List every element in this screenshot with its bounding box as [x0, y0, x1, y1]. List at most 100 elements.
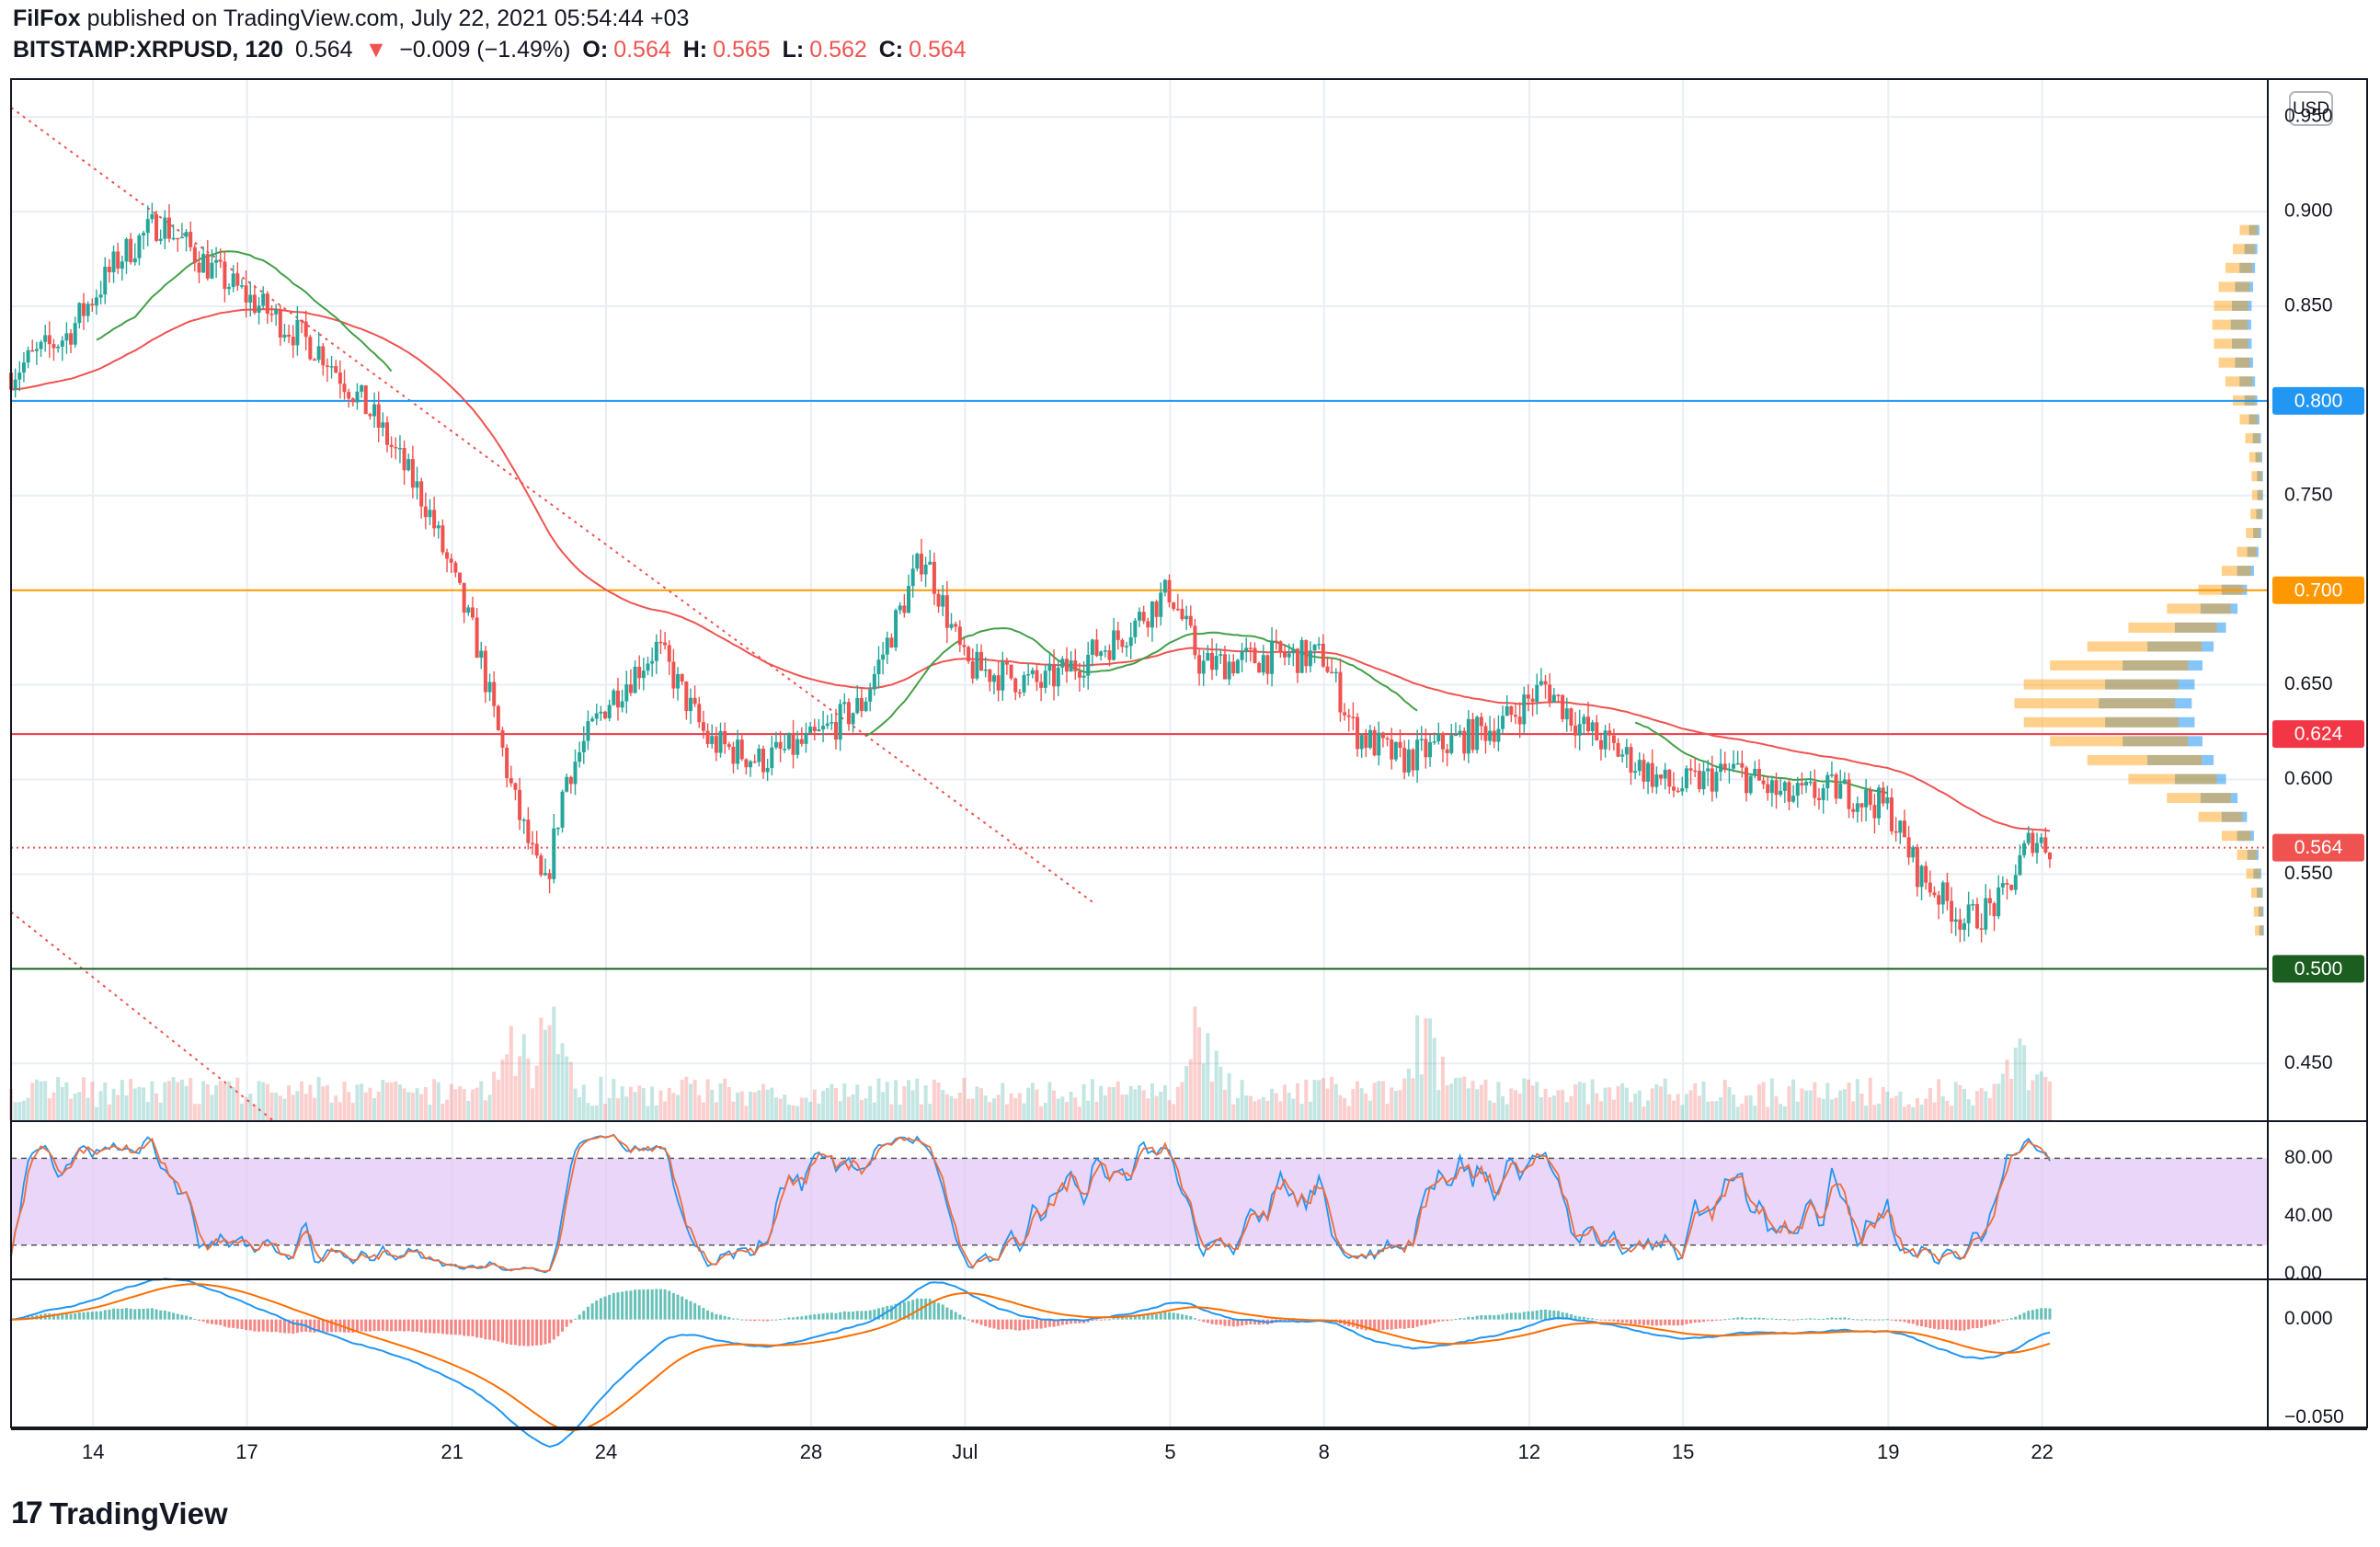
volume-bar — [1766, 1106, 1770, 1120]
candle-body — [688, 697, 692, 712]
tradingview-footer[interactable]: 17 TradingView — [11, 1495, 228, 1531]
volume-bar — [812, 1089, 817, 1120]
candle-body — [1984, 898, 1988, 930]
macd-histogram-bar — [2018, 1314, 2021, 1320]
volume-bar — [783, 1094, 787, 1120]
candle-body — [1351, 716, 1356, 718]
volume-bar — [483, 1100, 487, 1120]
volume-bar — [1847, 1082, 1851, 1120]
volume-bar — [1449, 1083, 1454, 1120]
macd-histogram-bar — [1509, 1312, 1513, 1320]
volume-bar — [1107, 1086, 1112, 1120]
macd-histogram-bar — [1711, 1319, 1714, 1322]
volume-bar — [449, 1083, 453, 1120]
candle-body — [453, 562, 458, 573]
profile-bar-up — [2200, 603, 2238, 614]
profile-bar-down — [2128, 774, 2217, 785]
macd-histogram-bar — [1552, 1310, 1556, 1320]
volume-bar — [1654, 1083, 1659, 1120]
volume-bar — [415, 1088, 419, 1120]
volume-bar — [261, 1082, 266, 1120]
macd-histogram-bar — [997, 1319, 1001, 1330]
candle-body — [124, 238, 129, 262]
candle-body — [744, 759, 749, 768]
candle-body — [1193, 625, 1197, 656]
volume-bar — [565, 1056, 569, 1120]
macd-histogram-bar — [855, 1311, 859, 1320]
volume-bar — [1253, 1101, 1257, 1120]
candle-body — [907, 586, 911, 613]
volume-bar — [1364, 1093, 1368, 1120]
macd-histogram-bar — [1646, 1319, 1650, 1325]
candle-body — [680, 673, 684, 682]
volume-bar — [2039, 1071, 2043, 1120]
macd-histogram-bar — [642, 1289, 646, 1320]
macd-histogram-bar — [257, 1319, 261, 1332]
volume-bar — [189, 1077, 193, 1120]
volume-bar — [166, 1081, 171, 1120]
macd-histogram-bar — [77, 1312, 81, 1320]
candle-body — [1894, 831, 1898, 833]
volume-bar — [859, 1100, 864, 1120]
macd-histogram-bar — [381, 1319, 384, 1331]
volume-bar — [26, 1097, 30, 1120]
volume-bar — [1424, 1018, 1428, 1120]
candle-body — [1428, 741, 1433, 758]
macd-histogram-bar — [214, 1319, 218, 1325]
candle-body — [812, 726, 817, 731]
macd-histogram-bar — [697, 1305, 701, 1320]
macd-histogram-bar — [1937, 1319, 1940, 1330]
volume-bar — [1330, 1076, 1334, 1120]
candle-body — [179, 236, 184, 239]
candle-body — [761, 748, 765, 773]
volume-bar — [197, 1104, 201, 1120]
volume-bar — [1333, 1083, 1338, 1120]
open-value: 0.564 — [613, 37, 671, 63]
macd-histogram-bar — [1822, 1318, 1825, 1320]
candle-body — [565, 776, 569, 792]
candle-body — [646, 663, 650, 671]
volume-bar — [534, 1065, 539, 1120]
volume-bar — [445, 1099, 450, 1120]
macd-histogram-bar — [684, 1299, 688, 1320]
candle-body — [329, 366, 334, 368]
macd-histogram-bar — [1911, 1319, 1915, 1324]
macd-histogram-bar — [167, 1312, 171, 1320]
volume-bar — [1193, 1006, 1197, 1120]
author-name[interactable]: FilFox — [13, 6, 81, 31]
candle-body — [334, 366, 338, 373]
candle-body — [1188, 615, 1193, 626]
volume-bar — [86, 1097, 90, 1120]
macd-histogram-bar — [612, 1292, 615, 1320]
candle-body — [1608, 730, 1612, 736]
last-price-badge-label: 0.564 — [2294, 837, 2343, 858]
candle-body — [1667, 769, 1672, 787]
candle-body — [560, 791, 565, 828]
volume-bar — [1539, 1096, 1543, 1120]
volume-bar — [295, 1091, 300, 1120]
candle-body — [1556, 694, 1561, 696]
profile-bar-up — [2257, 489, 2263, 500]
candle-body — [1367, 729, 1372, 749]
macd-histogram-bar — [355, 1319, 359, 1333]
volume-bar — [1086, 1100, 1091, 1120]
volume-bar — [1308, 1101, 1312, 1120]
candle-body — [47, 335, 51, 345]
candle-body — [90, 304, 95, 306]
profile-bar-down — [2221, 831, 2251, 842]
volume-bar — [1150, 1083, 1154, 1120]
candle-body — [1146, 621, 1150, 628]
candle-body — [531, 842, 535, 845]
macd-histogram-bar — [1872, 1319, 1876, 1321]
volume-bar — [1556, 1090, 1561, 1120]
volume-bar — [615, 1098, 620, 1120]
macd-histogram-bar — [1518, 1312, 1522, 1320]
candle-body — [757, 748, 761, 762]
candle-body — [1043, 670, 1047, 688]
candle-body — [1128, 636, 1133, 647]
macd-histogram-bar — [142, 1309, 145, 1320]
level-badge — [2272, 576, 2364, 604]
macd-histogram-bar — [2048, 1308, 2052, 1320]
volume-bar — [684, 1076, 689, 1120]
